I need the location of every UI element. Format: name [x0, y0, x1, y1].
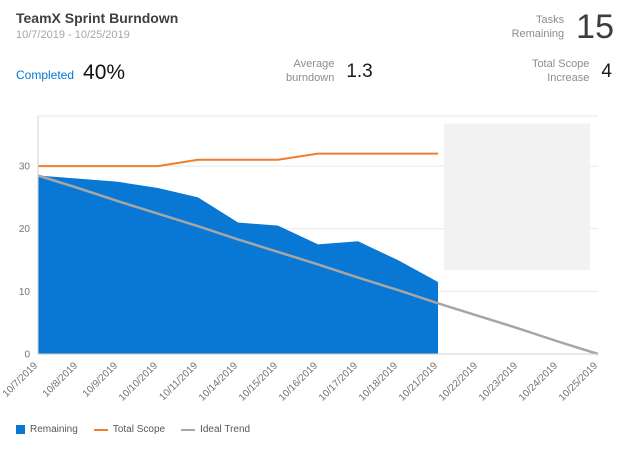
title-block: TeamX Sprint Burndown 10/7/2019 - 10/25/… [16, 10, 178, 41]
tasks-remaining-label-line1: Tasks [536, 13, 565, 26]
x-axis-label: 10/15/2019 [237, 360, 280, 403]
completed-stat: Completed 40% [16, 62, 125, 83]
x-axis-label: 10/9/2019 [81, 360, 121, 400]
x-axis-label: 10/23/2019 [477, 360, 520, 403]
scope-increase-value: 4 [601, 60, 612, 82]
y-axis-label: 0 [24, 350, 30, 361]
tasks-remaining-label-line2: Remaining [511, 28, 565, 40]
x-axis-label: 10/21/2019 [397, 360, 440, 403]
average-burndown-stat: Average burndown 1.3 [286, 57, 373, 86]
total-scope-line-series [38, 152, 438, 168]
tasks-remaining-stat: Tasks Remaining 15 [512, 10, 614, 44]
legend-item-ideal-trend: Ideal Trend [181, 424, 250, 435]
scope-increase-stat: Total Scope Increase 4 [532, 57, 612, 86]
legend-item-remaining: Remaining [16, 424, 78, 435]
y-axis-label: 10 [19, 287, 31, 298]
total-scope-swatch-icon [93, 428, 108, 431]
tasks-remaining-value: 15 [576, 8, 614, 46]
x-axis-label: 10/18/2019 [357, 360, 400, 403]
x-axis-label: 10/17/2019 [317, 360, 360, 403]
x-axis-label: 10/11/2019 [157, 360, 200, 403]
x-axis-label: 10/24/2019 [517, 360, 560, 403]
x-axis-label: 10/10/2019 [117, 360, 160, 403]
x-axis-label: 10/16/2019 [277, 360, 320, 403]
x-axis-label: 10/14/2019 [197, 360, 240, 403]
legend-label-remaining: Remaining [30, 424, 78, 435]
scope-increase-label-line2: Increase [547, 72, 590, 85]
scope-increase-label: Total Scope Increase [532, 57, 589, 86]
sprint-date-range: 10/7/2019 - 10/25/2019 [16, 29, 130, 41]
completed-value: 40% [83, 61, 126, 84]
average-burndown-label-line1: Average [293, 58, 335, 70]
remaining-swatch-icon [16, 425, 25, 434]
scope-increase-label-line1: Total Scope [531, 58, 590, 70]
average-burndown-value: 1.3 [346, 60, 373, 82]
x-axis-label: 10/25/2019 [557, 360, 600, 403]
tasks-remaining-label: Tasks Remaining [512, 13, 565, 42]
y-axis-label: 20 [19, 224, 31, 235]
future-region [444, 123, 590, 271]
widget-title: TeamX Sprint Burndown [16, 10, 179, 26]
widget-header: TeamX Sprint Burndown 10/7/2019 - 10/25/… [0, 0, 634, 44]
x-axis-label: 10/8/2019 [41, 360, 81, 400]
average-burndown-label: Average burndown [286, 57, 334, 86]
x-axis-label: 10/22/2019 [437, 360, 480, 403]
average-burndown-label-line2: burndown [286, 72, 335, 85]
remaining-area-series [38, 175, 438, 354]
legend-item-total-scope: Total Scope [93, 424, 166, 435]
chart-legend: Remaining Total Scope Ideal Trend [16, 424, 250, 435]
y-axis-label: 30 [19, 162, 31, 173]
completed-label: Completed [16, 68, 75, 82]
burndown-chart: 0 10 20 30 10/7/2019 10/8/2019 10/9/201910/10/… [1, 115, 600, 404]
legend-label-total-scope: Total Scope [112, 424, 166, 435]
legend-label-ideal-trend: Ideal Trend [200, 424, 251, 435]
x-axis-label: 10/7/2019 [1, 360, 41, 400]
ideal-trend-line-series [37, 174, 599, 356]
ideal-trend-swatch-icon [181, 428, 196, 431]
